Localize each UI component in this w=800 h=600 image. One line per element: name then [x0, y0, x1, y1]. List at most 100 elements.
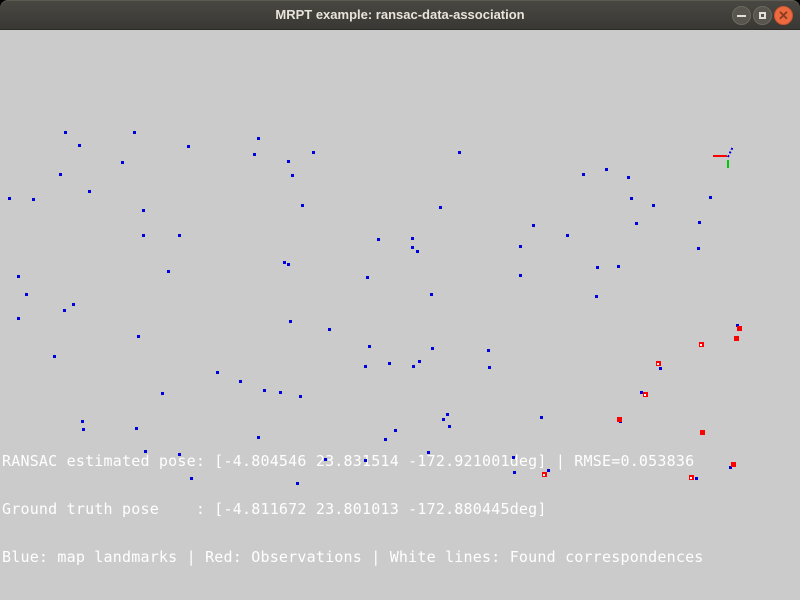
- landmark-dot: [512, 456, 515, 459]
- landmark-dot: [59, 173, 62, 176]
- landmark-dot: [296, 482, 299, 485]
- landmark-dot: [64, 131, 67, 134]
- landmark-dot: [32, 198, 35, 201]
- landmark-dot: [257, 137, 260, 140]
- landmark-dot: [328, 328, 331, 331]
- titlebar: MRPT example: ransac-data-association ✕: [0, 0, 800, 30]
- observation-dot: [737, 326, 742, 331]
- landmark-dot: [412, 365, 415, 368]
- landmark-dot: [257, 436, 260, 439]
- landmark-dot: [72, 303, 75, 306]
- landmark-dot: [312, 151, 315, 154]
- landmark-dot: [736, 324, 739, 327]
- landmark-dot: [167, 270, 170, 273]
- landmark-dot: [216, 371, 219, 374]
- landmark-dot: [659, 367, 662, 370]
- minimize-icon: [737, 14, 746, 17]
- landmark-dot: [283, 261, 286, 264]
- landmark-dot: [640, 391, 643, 394]
- status-line-legend: Blue: map landmarks | Red: Observations …: [2, 548, 704, 566]
- observation-dot: [689, 475, 694, 480]
- landmark-dot: [418, 360, 421, 363]
- landmark-dot: [82, 428, 85, 431]
- landmark-dot: [411, 246, 414, 249]
- landmark-dot: [324, 458, 327, 461]
- landmark-dot: [630, 197, 633, 200]
- landmark-dot: [53, 355, 56, 358]
- landmark-dot: [364, 365, 367, 368]
- observation-dot: [734, 336, 739, 341]
- landmark-dot: [63, 309, 66, 312]
- landmark-dot: [364, 459, 367, 462]
- landmark-dot: [239, 380, 242, 383]
- landmark-dot: [253, 153, 256, 156]
- landmark-dot: [513, 471, 516, 474]
- landmark-dot: [366, 276, 369, 279]
- observation-dot: [542, 472, 547, 477]
- status-line-ransac-pose: RANSAC estimated pose: [-4.804546 23.831…: [2, 452, 695, 470]
- landmark-dot: [135, 427, 138, 430]
- status-line-ground-truth: Ground truth pose : [-4.811672 23.801013…: [2, 500, 547, 518]
- landmark-dot: [540, 416, 543, 419]
- close-button[interactable]: ✕: [774, 6, 793, 25]
- landmark-dot: [566, 234, 569, 237]
- landmark-dot: [384, 438, 387, 441]
- landmark-dot: [698, 221, 701, 224]
- landmark-dot: [17, 317, 20, 320]
- landmark-dot: [301, 204, 304, 207]
- landmark-dot: [17, 275, 20, 278]
- correspondence-mark: [543, 474, 545, 476]
- landmark-dot: [142, 209, 145, 212]
- minimize-button[interactable]: [732, 6, 751, 25]
- landmark-dot: [394, 429, 397, 432]
- correspondence-mark: [657, 363, 659, 365]
- pose-axis-z: [727, 146, 734, 158]
- observation-dot: [731, 462, 736, 467]
- correspondence-mark: [700, 344, 702, 346]
- landmark-dot: [178, 453, 181, 456]
- landmark-dot: [263, 389, 266, 392]
- landmark-dot: [142, 234, 145, 237]
- landmark-dot: [289, 320, 292, 323]
- landmark-dot: [446, 413, 449, 416]
- landmark-dot: [368, 345, 371, 348]
- observation-dot: [699, 342, 704, 347]
- observation-dot: [617, 417, 622, 422]
- correspondence-mark: [644, 394, 646, 396]
- landmark-dot: [458, 151, 461, 154]
- maximize-icon: [759, 12, 766, 19]
- observation-dot: [656, 361, 661, 366]
- landmark-dot: [519, 245, 522, 248]
- landmark-dot: [88, 190, 91, 193]
- landmark-dot: [652, 204, 655, 207]
- landmark-dot: [635, 222, 638, 225]
- landmark-dot: [121, 161, 124, 164]
- landmark-dot: [430, 293, 433, 296]
- render-canvas[interactable]: RANSAC estimated pose: [-4.804546 23.831…: [0, 30, 800, 600]
- landmark-dot: [439, 206, 442, 209]
- landmark-dot: [627, 176, 630, 179]
- status-overlay: RANSAC estimated pose: [-4.804546 23.831…: [2, 421, 704, 597]
- landmark-dot: [617, 265, 620, 268]
- close-icon: ✕: [778, 7, 789, 23]
- landmark-dot: [190, 477, 193, 480]
- landmark-dot: [416, 250, 419, 253]
- landmark-dot: [596, 266, 599, 269]
- landmark-dot: [279, 391, 282, 394]
- observation-dot: [700, 430, 705, 435]
- landmark-dot: [595, 295, 598, 298]
- landmark-dot: [8, 197, 11, 200]
- landmark-dot: [519, 274, 522, 277]
- landmark-dot: [709, 196, 712, 199]
- landmark-dot: [137, 335, 140, 338]
- landmark-dot: [695, 477, 698, 480]
- landmark-dot: [287, 160, 290, 163]
- landmark-dot: [388, 362, 391, 365]
- landmark-dot: [582, 173, 585, 176]
- landmark-dot: [448, 425, 451, 428]
- maximize-button[interactable]: [753, 6, 772, 25]
- window-title: MRPT example: ransac-data-association: [275, 7, 525, 22]
- landmark-dot: [487, 349, 490, 352]
- landmark-dot: [287, 263, 290, 266]
